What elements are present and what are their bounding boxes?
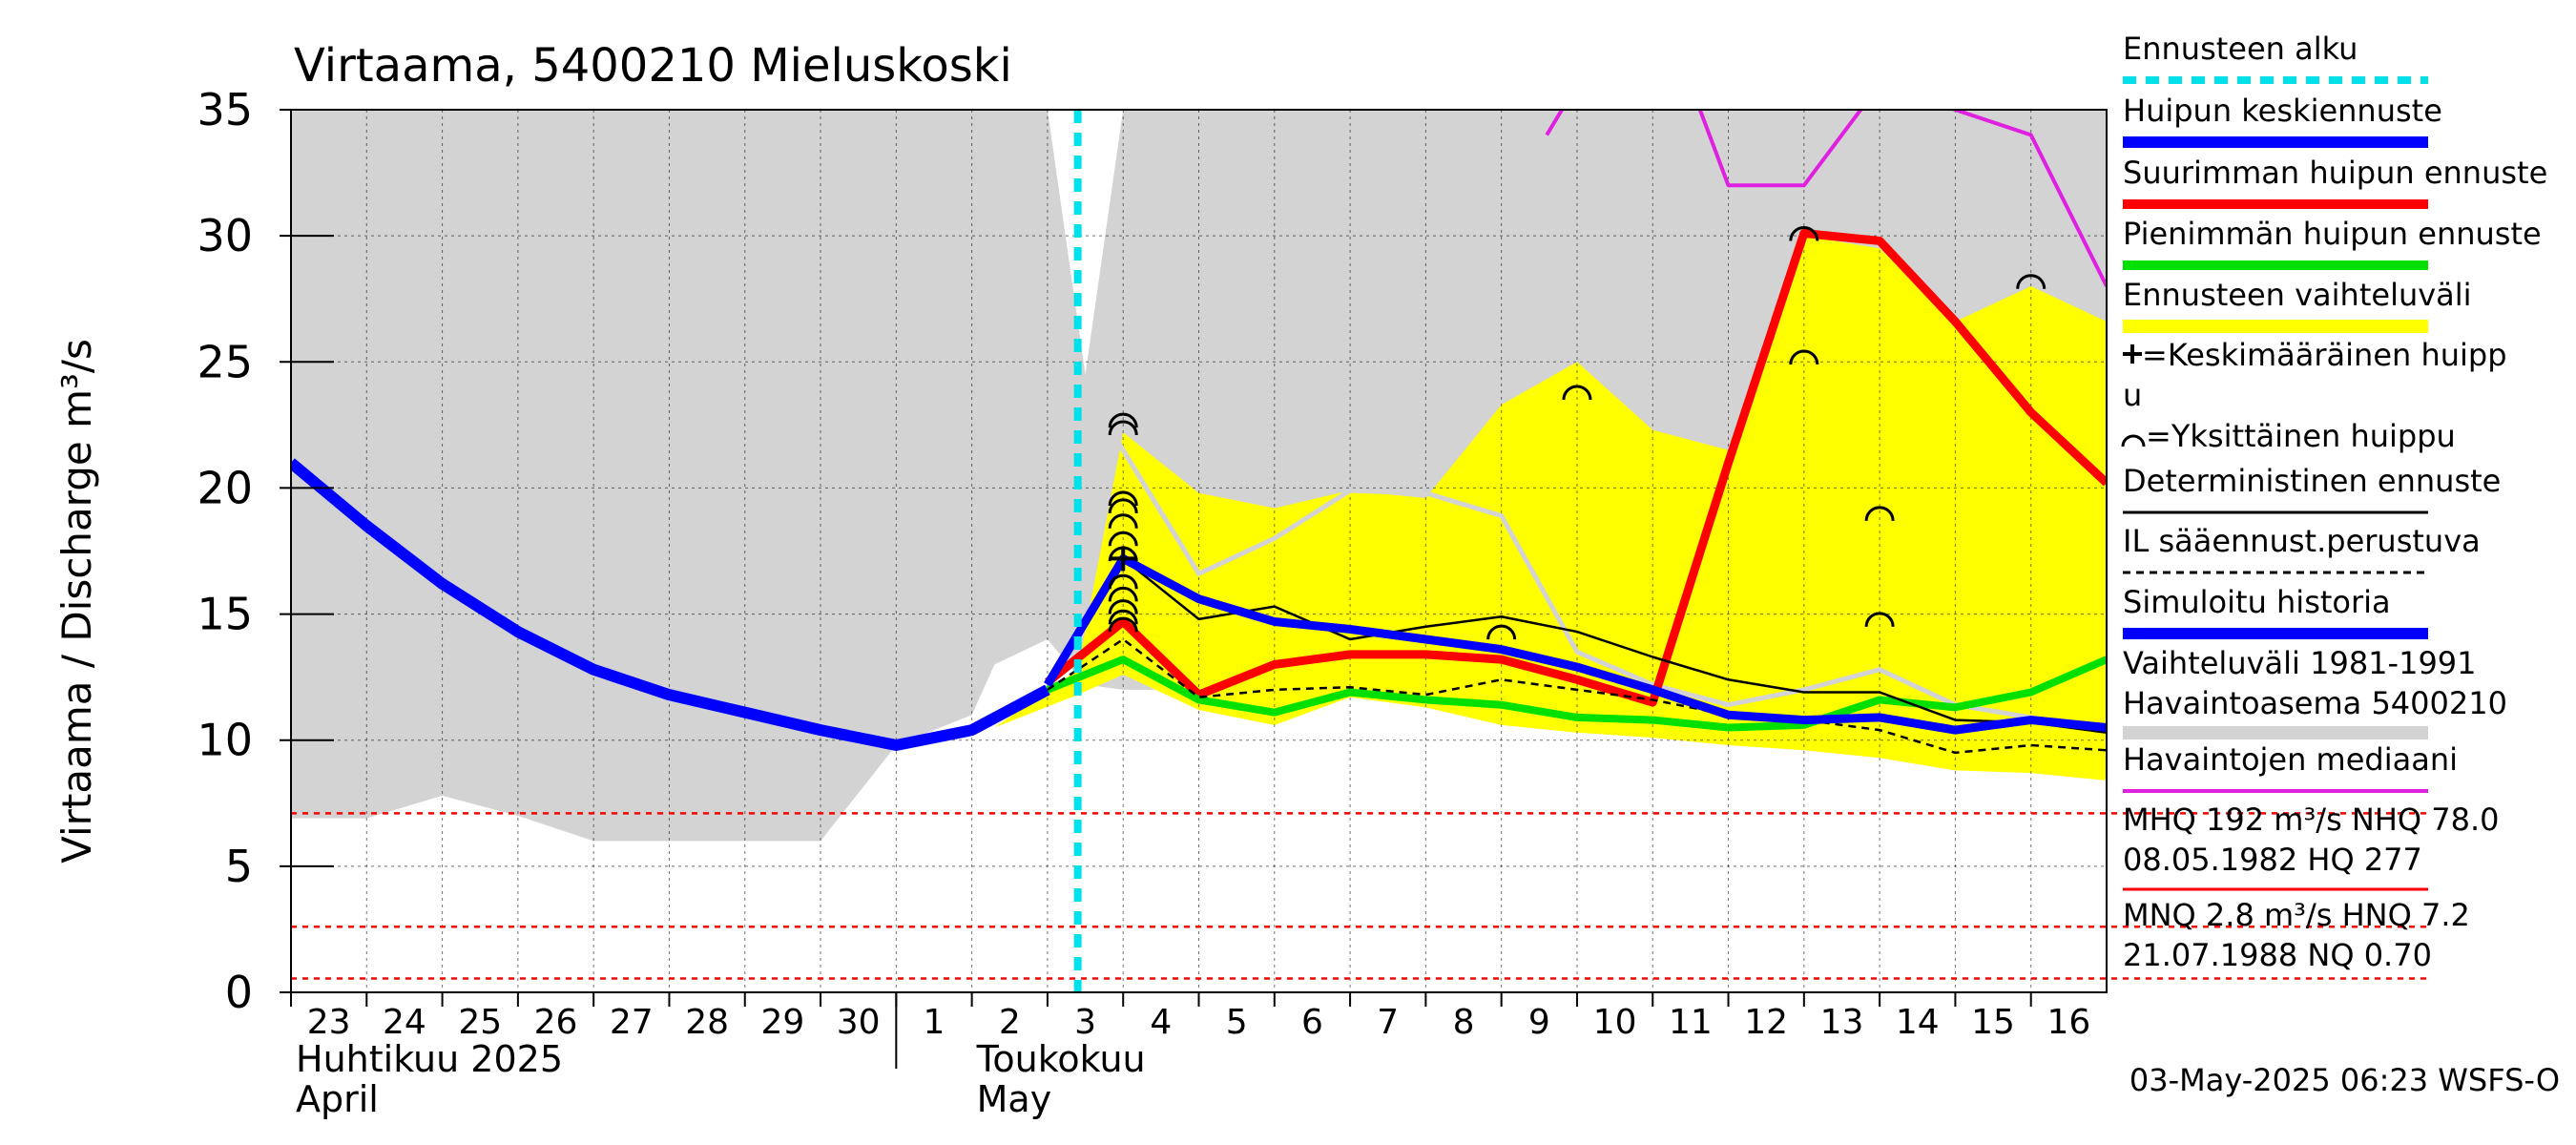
- series-mean: [1044, 553, 2107, 735]
- x-tick-label: 5: [1226, 1003, 1248, 1042]
- x-tick-label: 2: [999, 1003, 1021, 1042]
- timestamp: 03-May-2025 06:23 WSFS-O: [2129, 1062, 2560, 1098]
- single-peak-marker: [1108, 420, 1138, 436]
- series-max: [1045, 229, 2107, 707]
- single-peak-marker: [1789, 226, 1819, 241]
- x-tick-label: 13: [1820, 1003, 1864, 1042]
- x-tick-label: 11: [1669, 1003, 1713, 1042]
- month-label-en: April: [296, 1078, 379, 1120]
- single-peak-marker: [2016, 274, 2046, 289]
- x-tick-label: 12: [1744, 1003, 1788, 1042]
- x-tick-label: 3: [1074, 1003, 1096, 1042]
- legend-label-line2: Havaintoasema 5400210: [2123, 685, 2507, 721]
- series-deterministic: [1046, 557, 2107, 735]
- series-min: [1046, 656, 2107, 732]
- single-peak-marker: [1789, 349, 1819, 365]
- y-tick-label: 5: [225, 841, 253, 892]
- single-peak-marker: [1108, 609, 1138, 625]
- y-tick-label: 30: [197, 210, 253, 261]
- single-peak-marker: [1562, 385, 1592, 401]
- legend-label: Deterministinen ennuste: [2123, 463, 2501, 499]
- series-il: [1047, 637, 2107, 755]
- x-tick-label: 27: [610, 1003, 654, 1042]
- x-tick-label: 25: [458, 1003, 502, 1042]
- single-peak-marker: [1108, 573, 1138, 590]
- x-tick-label: 28: [685, 1003, 729, 1042]
- chart-title: Virtaama, 5400210 Mieluskoski: [294, 39, 1012, 93]
- y-tick-label: 20: [197, 462, 253, 513]
- x-tick-label: 30: [837, 1003, 881, 1042]
- plot-area: [291, 110, 2107, 992]
- y-tick-label: 15: [197, 589, 253, 640]
- legend-label: Ennusteen vaihteluväli: [2123, 277, 2472, 313]
- legend-label: Suurimman huipun ennuste: [2123, 155, 2547, 191]
- x-tick-label: 1: [924, 1003, 945, 1042]
- x-tick-label: 4: [1150, 1003, 1172, 1042]
- legend-arc-icon: [2121, 434, 2146, 448]
- single-peak-marker: [1486, 624, 1517, 640]
- series-median: [1545, 110, 2107, 287]
- legend-label: IL sääennust.perustuva: [2123, 523, 2481, 559]
- legend-label-line2: 21.07.1988 NQ 0.70: [2123, 937, 2432, 973]
- x-tick-label: 16: [2046, 1003, 2090, 1042]
- legend-label: Vaihteluväli 1981-1991: [2123, 645, 2477, 681]
- y-tick-label: 10: [197, 715, 253, 766]
- x-tick-label: 8: [1453, 1003, 1475, 1042]
- series-history: [291, 458, 1050, 751]
- y-tick-label: 35: [197, 84, 253, 135]
- y-tick-label: 25: [197, 336, 253, 387]
- x-tick-label: 14: [1896, 1003, 1940, 1042]
- x-tick-label: 15: [1971, 1003, 2015, 1042]
- x-tick-label: 6: [1301, 1003, 1323, 1042]
- y-tick-label: 0: [225, 967, 253, 1018]
- y-axis-label: Virtaama / Discharge m³/s: [53, 339, 100, 864]
- x-tick-label: 26: [534, 1003, 578, 1042]
- forecast-range-band: [994, 236, 2107, 781]
- legend-label: =Yksittäinen huippu: [2146, 418, 2456, 454]
- legend-label: MNQ 2.8 m³/s HNQ 7.2: [2123, 897, 2470, 933]
- x-tick-label: 23: [307, 1003, 351, 1042]
- legend-label: =Keskimääräinen huipp: [2142, 337, 2507, 373]
- legend-label: Simuloitu historia: [2123, 584, 2391, 620]
- legend-label: Havaintojen mediaani: [2123, 741, 2458, 778]
- single-peak-marker: [1108, 616, 1138, 633]
- x-tick-label: 29: [760, 1003, 804, 1042]
- single-peak-marker: [1108, 587, 1138, 602]
- month-label: Toukokuu: [976, 1038, 1146, 1080]
- x-tick-label: 24: [383, 1003, 426, 1042]
- legend-plus-icon: [2123, 344, 2142, 364]
- legend-label: Ennusteen alku: [2123, 31, 2358, 67]
- month-label: Huhtikuu 2025: [296, 1038, 563, 1080]
- x-tick-label: 7: [1377, 1003, 1399, 1042]
- single-peak-marker: [1864, 506, 1895, 521]
- single-peak-marker: [1108, 513, 1138, 529]
- legend: Ennusteen alku Huipun keskiennuste Suurimm…: [2121, 31, 2547, 973]
- x-tick-label: 10: [1593, 1003, 1637, 1042]
- legend-label: Pienimmän huipun ennuste: [2123, 216, 2542, 252]
- mean-peak-marker: [1111, 546, 1136, 572]
- x-tick-label: 9: [1528, 1003, 1550, 1042]
- legend-label-line2: u: [2123, 377, 2142, 413]
- single-peak-marker: [1108, 498, 1138, 514]
- single-peak-marker: [1108, 412, 1138, 428]
- single-peak-marker: [1108, 531, 1138, 547]
- single-peak-marker: [1108, 490, 1138, 507]
- series-history-mid: [1075, 373, 2107, 733]
- single-peak-marker: [1108, 599, 1138, 614]
- legend-label: Huipun keskiennuste: [2123, 93, 2442, 129]
- legend-label: MHQ 192 m³/s NHQ 78.0: [2123, 802, 2500, 838]
- single-peak-marker: [1864, 612, 1895, 627]
- month-label-en: May: [977, 1078, 1052, 1120]
- legend-label-line2: 08.05.1982 HQ 277: [2123, 842, 2422, 878]
